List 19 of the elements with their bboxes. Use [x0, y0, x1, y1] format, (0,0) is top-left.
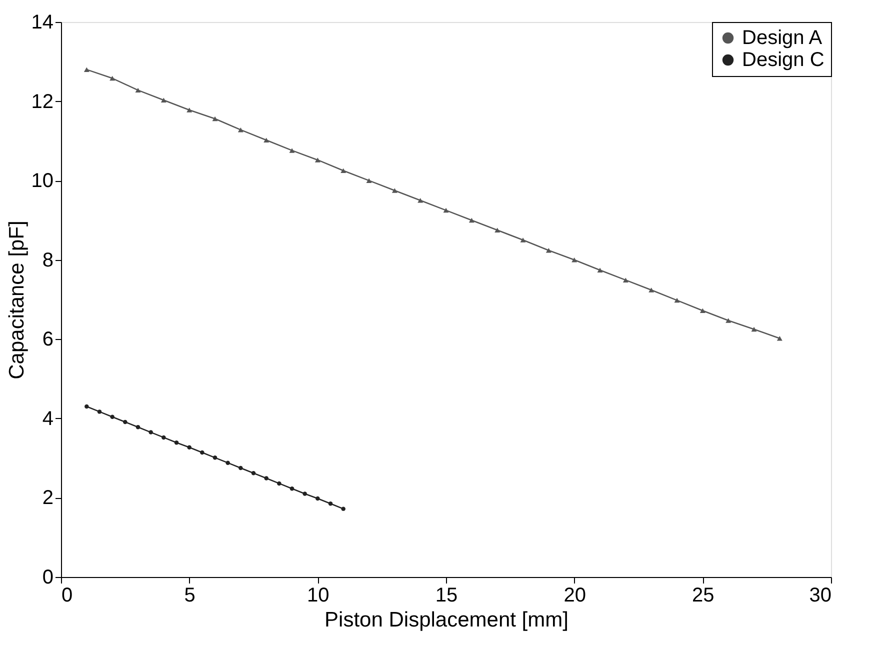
- legend-label: Design A: [742, 27, 823, 49]
- y-tick-label: 10: [31, 170, 54, 192]
- legend-label: Design C: [742, 49, 824, 71]
- x-tick-label: 0: [62, 584, 73, 606]
- x-tick-label: 30: [809, 584, 832, 606]
- y-tick-label: 4: [42, 408, 54, 430]
- x-tick-label: 15: [435, 584, 458, 606]
- y-tick-label: 6: [42, 328, 54, 351]
- x-axis-title: Piston Displacement [mm]: [324, 608, 568, 632]
- x-tick-label: 25: [692, 584, 714, 606]
- y-tick-label: 0: [42, 566, 54, 588]
- y-tick-label: 2: [42, 487, 54, 510]
- x-tick-label: 5: [184, 584, 196, 606]
- x-tick-label: 20: [564, 584, 586, 606]
- y-tick-label: 8: [42, 249, 54, 272]
- y-tick-label: 14: [31, 12, 54, 34]
- y-tick-label: 12: [31, 90, 54, 113]
- y-axis-title: Capacitance [pF]: [5, 220, 28, 380]
- x-tick-label: 10: [307, 584, 330, 606]
